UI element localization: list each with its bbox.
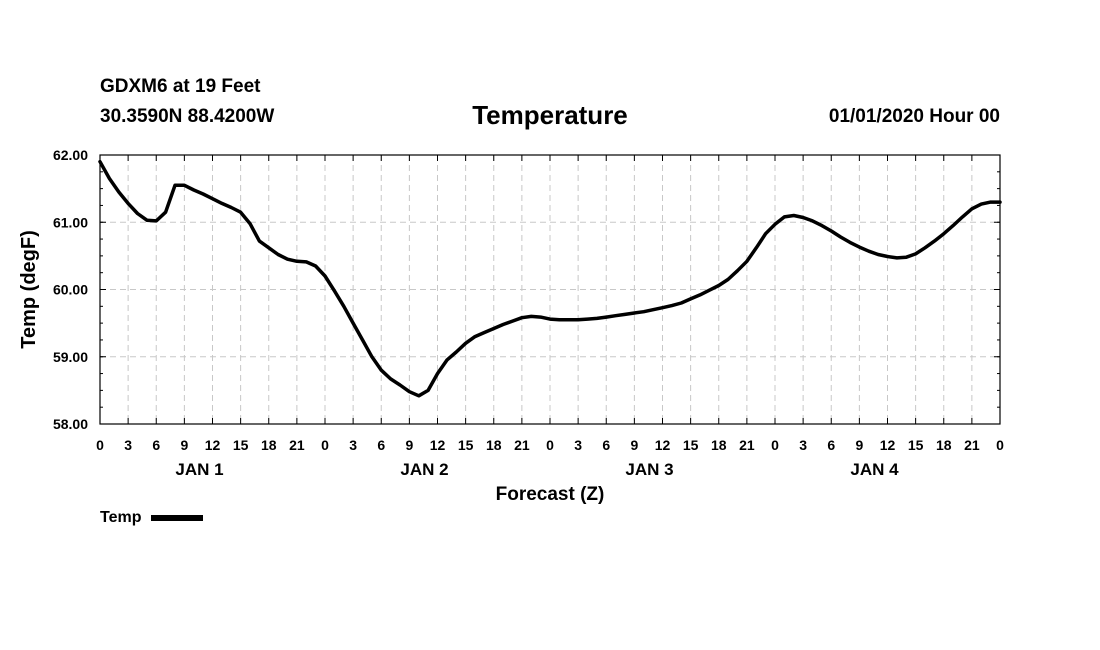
- day-label: JAN 2: [400, 460, 448, 479]
- x-tick-label: 6: [377, 437, 385, 453]
- day-label: JAN 4: [850, 460, 899, 479]
- x-tick-label: 21: [739, 437, 755, 453]
- y-tick-label: 62.00: [53, 147, 88, 163]
- day-label: JAN 3: [625, 460, 673, 479]
- y-tick-label: 60.00: [53, 282, 88, 298]
- y-tick-label: 61.00: [53, 214, 88, 230]
- x-tick-label: 6: [827, 437, 835, 453]
- x-tick-label: 12: [430, 437, 446, 453]
- chart-title: Temperature: [472, 100, 628, 130]
- y-tick-label: 59.00: [53, 349, 88, 365]
- station-label: GDXM6 at 19 Feet: [100, 76, 261, 97]
- x-tick-label: 9: [405, 437, 413, 453]
- x-tick-label: 12: [205, 437, 221, 453]
- x-tick-label: 12: [880, 437, 896, 453]
- x-tick-label: 3: [124, 437, 132, 453]
- series-line-temp: [98, 159, 1002, 398]
- x-tick-label: 15: [233, 437, 249, 453]
- coordinates-label: 30.3590N 88.4200W: [100, 106, 275, 127]
- x-tick-label: 3: [349, 437, 357, 453]
- x-tick-label: 9: [180, 437, 188, 453]
- y-axis-label: Temp (degF): [18, 230, 40, 349]
- x-tick-label: 3: [799, 437, 807, 453]
- legend-line-swatch: [151, 515, 204, 521]
- x-tick-label: 21: [514, 437, 530, 453]
- x-tick-label: 15: [458, 437, 474, 453]
- x-tick-label: 18: [711, 437, 727, 453]
- x-tick-label: 21: [964, 437, 980, 453]
- legend-label: Temp: [100, 509, 142, 526]
- x-tick-label: 6: [602, 437, 610, 453]
- x-tick-label: 21: [289, 437, 305, 453]
- x-tick-label: 3: [574, 437, 582, 453]
- y-tick-label: 58.00: [53, 416, 88, 432]
- day-label: JAN 1: [175, 460, 223, 479]
- x-tick-label: 18: [261, 437, 277, 453]
- x-tick-label: 18: [936, 437, 952, 453]
- x-tick-label: 9: [855, 437, 863, 453]
- x-tick-label: 18: [486, 437, 502, 453]
- x-tick-label: 6: [152, 437, 160, 453]
- x-tick-label: 0: [996, 437, 1004, 453]
- forecast-datetime: 01/01/2020 Hour 00: [828, 106, 1000, 127]
- plot-frame: [99, 154, 1001, 425]
- x-tick-label: 0: [771, 437, 779, 453]
- x-tick-label: 15: [908, 437, 924, 453]
- legend: Temp: [100, 509, 204, 527]
- x-tick-label: 9: [630, 437, 638, 453]
- x-axis-label: Forecast (Z): [496, 484, 605, 505]
- x-tick-label: 12: [655, 437, 671, 453]
- x-tick-label: 0: [96, 437, 104, 453]
- x-tick-label: 15: [683, 437, 699, 453]
- x-tick-label: 0: [546, 437, 554, 453]
- x-tick-label: 0: [321, 437, 329, 453]
